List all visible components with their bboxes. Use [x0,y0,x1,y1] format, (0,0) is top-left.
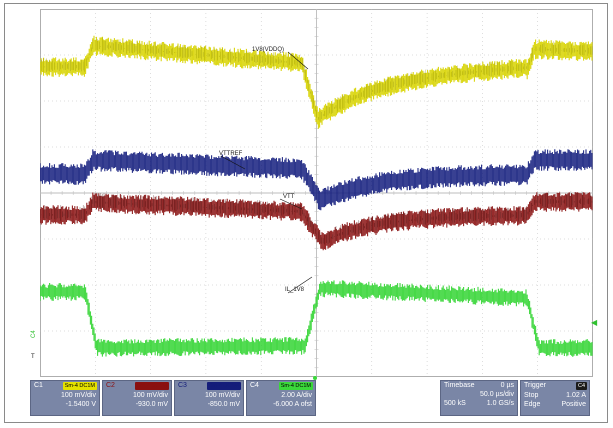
channel-c1-id: C1 [34,382,43,389]
channel-c3-offset: -850.0 mV [207,401,240,408]
channel-c2-tag: Sm-4 DC1M [134,382,169,390]
vddq-trace-band [40,35,593,129]
trigger-type: Edge [524,401,541,408]
timebase-rate: 1.0 GS/s [486,400,514,407]
vttref-trace [40,149,593,211]
vtt-label: VTT [283,194,295,200]
oscilloscope-display: 1V8(VDDQ) VTTREF VTT IL_1V8 [40,9,593,377]
waveform-area: 1V8(VDDQ) VTTREF VTT IL_1V8 [40,9,593,377]
channel-panel-c3[interactable]: C3 Sm-4 DC1M 100 mV/div -850.0 mV [174,380,244,416]
channel-c4-offset: -6.000 A ofst [273,401,312,408]
trigger-level-arrow-glyph: ◀ [591,318,598,327]
trigger-level: 1.02 A [566,392,586,399]
timebase-delay: 0 µs [500,382,514,389]
trigger-slope: Positive [561,401,586,408]
il-label-leader [287,276,313,294]
vddq-noise [40,37,593,122]
vddq-trace [40,35,593,129]
trigger-mode: Stop [524,392,539,399]
channel-c4-scale: 2.00 A/div [281,392,312,399]
scope-info-bar: C1 Sm-4 DC1M 100 mV/div -1.5400 V C2 Sm-4 … [30,380,590,416]
c4-level-marker: C4 [31,330,37,338]
timebase-samples: 500 kS [444,400,466,407]
vttref-label-leader [220,155,246,170]
vddq-label: 1V8(VDDQ) [252,47,284,53]
channel-c1-offset: -1.5400 V [65,401,96,408]
trigger-ground-marker: T [31,354,35,360]
vtt-label-leader [279,198,303,210]
channel-c3-id: C3 [178,382,187,389]
channel-panel-c2[interactable]: C2 Sm-4 DC1M 100 mV/div -930.0 mV [102,380,172,416]
vtt-trace [40,192,593,251]
trigger-panel[interactable]: Trigger C4 Stop 1.02 A Edge Positive [520,380,590,416]
channel-c1-scale: 100 mV/div [60,392,96,399]
c4-level-marker-label: C4 [31,330,37,338]
channel-c2-id: C2 [106,382,115,389]
timebase-panel[interactable]: Timebase 0 µs 50.0 µs/div 500 kS 1.0 GS/s [440,380,518,416]
channel-c3-tag: Sm-4 DC1M [206,382,241,390]
vddq-label-leader [287,51,309,70]
vttref-trace-band [40,149,593,211]
channel-c2-scale: 100 mV/div [132,392,168,399]
il-trace-band [40,280,593,357]
channel-c1-tag: Sm-4 DC1M [62,382,97,390]
trigger-position-marker [313,376,317,380]
il-trace [40,280,593,357]
trigger-ground-marker-label: T [31,354,35,360]
vtt-trace-band [40,192,593,251]
il-label: IL_1V8 [285,287,305,293]
timebase-label: Timebase [444,382,475,389]
trigger-channel-tag: C4 [575,382,587,390]
signal-labels: 1V8(VDDQ) VTTREF VTT IL_1V8 [219,47,313,294]
timebase-scale: 50.0 µs/div [480,391,514,398]
trigger-label: Trigger [524,382,546,389]
channel-c4-id: C4 [250,382,259,389]
traces [40,35,593,357]
vttref-label: VTTREF [219,151,243,157]
channel-panel-c1[interactable]: C1 Sm-4 DC1M 100 mV/div -1.5400 V [30,380,100,416]
channel-c3-scale: 100 mV/div [204,392,240,399]
vtt-noise [40,192,593,245]
channel-panel-c4[interactable]: C4 Sm-4 DC1M 2.00 A/div -6.000 A ofst [246,380,316,416]
trigger-level-arrow-icon: ◀ [591,318,598,327]
channel-c2-offset: -930.0 mV [135,401,168,408]
channel-c4-tag: Sm-4 DC1M [278,382,313,390]
